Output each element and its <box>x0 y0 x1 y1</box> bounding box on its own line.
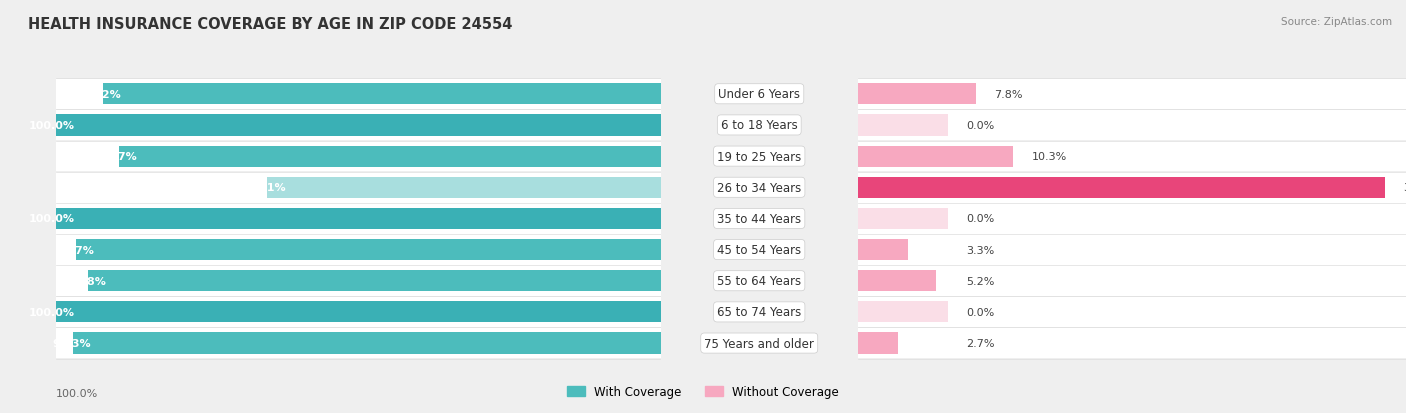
Bar <box>0 328 1406 358</box>
Text: 45 to 54 Years: 45 to 54 Years <box>717 244 801 256</box>
Bar <box>0 204 1406 234</box>
Text: 96.7%: 96.7% <box>55 245 94 255</box>
Bar <box>0 204 1406 234</box>
Bar <box>0 235 1406 265</box>
Bar <box>0 266 1406 296</box>
Bar <box>858 146 1014 167</box>
Bar <box>104 84 661 105</box>
Text: 94.8%: 94.8% <box>67 276 105 286</box>
Text: 55 to 64 Years: 55 to 64 Years <box>717 275 801 287</box>
Text: 26 to 34 Years: 26 to 34 Years <box>717 181 801 194</box>
Text: 100.0%: 100.0% <box>28 307 75 317</box>
Bar <box>118 146 661 167</box>
Bar <box>0 328 1406 358</box>
Bar <box>858 208 948 230</box>
Text: 0.0%: 0.0% <box>966 121 994 131</box>
Bar <box>0 266 1406 296</box>
Text: 92.2%: 92.2% <box>83 90 121 100</box>
Bar <box>56 208 661 230</box>
Text: 65.1%: 65.1% <box>246 183 285 193</box>
Bar <box>76 240 661 261</box>
Text: 34.9%: 34.9% <box>1403 183 1406 193</box>
Bar <box>858 177 1385 198</box>
Bar <box>0 142 1406 172</box>
Bar <box>0 173 1406 203</box>
Bar <box>858 301 948 323</box>
Text: 0.0%: 0.0% <box>966 214 994 224</box>
Text: HEALTH INSURANCE COVERAGE BY AGE IN ZIP CODE 24554: HEALTH INSURANCE COVERAGE BY AGE IN ZIP … <box>28 17 513 31</box>
Text: 19 to 25 Years: 19 to 25 Years <box>717 150 801 163</box>
Bar <box>56 115 661 136</box>
Bar <box>0 173 1406 203</box>
Text: 10.3%: 10.3% <box>1032 152 1067 162</box>
Bar <box>858 332 898 354</box>
Text: 75 Years and older: 75 Years and older <box>704 337 814 350</box>
Bar <box>56 301 661 323</box>
Bar <box>87 271 661 292</box>
Text: 0.0%: 0.0% <box>966 307 994 317</box>
Bar <box>858 84 976 105</box>
Bar <box>0 297 1406 328</box>
Text: 7.8%: 7.8% <box>994 90 1022 100</box>
Bar <box>0 142 1406 172</box>
Bar <box>0 79 1406 110</box>
Bar <box>858 271 936 292</box>
Bar <box>267 177 661 198</box>
Text: 35 to 44 Years: 35 to 44 Years <box>717 212 801 225</box>
Legend: With Coverage, Without Coverage: With Coverage, Without Coverage <box>562 381 844 403</box>
Text: 3.3%: 3.3% <box>966 245 994 255</box>
Bar <box>73 332 661 354</box>
Bar <box>0 110 1406 141</box>
Bar <box>858 115 948 136</box>
Text: 6 to 18 Years: 6 to 18 Years <box>721 119 797 132</box>
Text: 65 to 74 Years: 65 to 74 Years <box>717 306 801 319</box>
Bar <box>0 110 1406 141</box>
Text: 100.0%: 100.0% <box>28 214 75 224</box>
Text: Under 6 Years: Under 6 Years <box>718 88 800 101</box>
Bar <box>0 79 1406 110</box>
Bar <box>858 240 907 261</box>
Text: 97.3%: 97.3% <box>52 338 91 348</box>
Text: 100.0%: 100.0% <box>56 388 98 398</box>
Bar <box>0 297 1406 328</box>
Text: 2.7%: 2.7% <box>966 338 995 348</box>
Text: 100.0%: 100.0% <box>28 121 75 131</box>
Text: 5.2%: 5.2% <box>966 276 995 286</box>
Bar <box>0 235 1406 265</box>
Text: 89.7%: 89.7% <box>98 152 136 162</box>
Text: Source: ZipAtlas.com: Source: ZipAtlas.com <box>1281 17 1392 26</box>
